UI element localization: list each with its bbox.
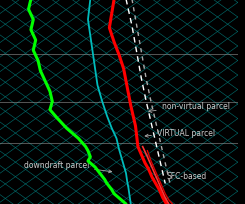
Text: SFC-based: SFC-based: [166, 171, 207, 180]
Text: non-virtual parcel: non-virtual parcel: [149, 102, 230, 113]
Text: downdraft parcel: downdraft parcel: [24, 160, 112, 173]
Text: VIRTUAL parcel: VIRTUAL parcel: [145, 128, 215, 137]
